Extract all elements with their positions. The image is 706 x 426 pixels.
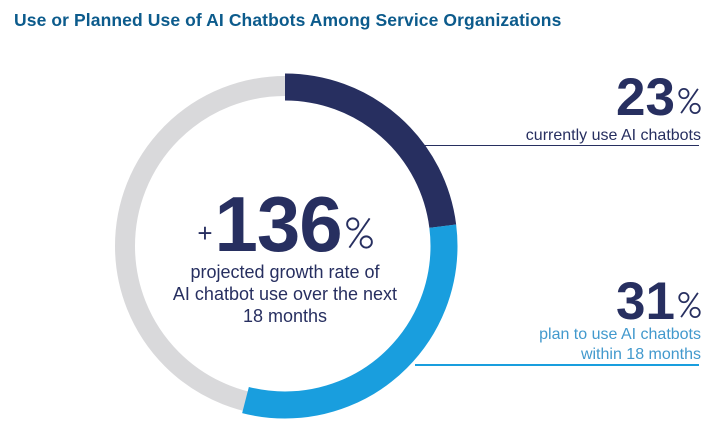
center-desc-line-1: projected growth rate of	[190, 262, 380, 282]
callout-current: 23 currently use AI chatbots	[525, 68, 701, 146]
percent-icon	[345, 217, 373, 249]
center-desc-line-2: AI chatbot use over the next	[172, 284, 398, 304]
callout-planned-label-line-2: within 18 months	[580, 346, 701, 363]
center-desc-line-3: 18 months	[242, 306, 328, 326]
callout-planned-label-line-1: plan to use AI chatbots	[539, 326, 701, 343]
callout-current-number: 23	[526, 68, 701, 127]
chart-title: Use or Planned Use of AI Chatbots Among …	[14, 10, 562, 30]
callout-planned: 31 plan to use AI chatbots within 18 mon…	[539, 272, 701, 365]
plus-sign: +	[197, 218, 213, 248]
callout-current-label: currently use AI chatbots	[525, 127, 701, 144]
percent-icon	[678, 291, 701, 319]
percent-icon	[678, 87, 701, 115]
callout-current-value: 23	[616, 68, 675, 127]
center-stat-number: + 136	[145, 180, 425, 268]
donut-chart	[112, 73, 458, 419]
donut-segment-planned	[112, 73, 458, 419]
callout-connector-planned	[415, 364, 699, 366]
center-stat: + 136 projected growth rate of AI chatbo…	[145, 180, 425, 327]
callout-planned-number: 31	[539, 272, 701, 331]
callout-planned-value: 31	[616, 272, 675, 331]
callout-connector-current	[398, 145, 699, 147]
center-stat-value: 136	[214, 180, 343, 268]
center-stat-description: projected growth rate of AI chatbot use …	[145, 261, 425, 327]
donut-segment-current	[112, 73, 458, 419]
callout-planned-label: plan to use AI chatbots within 18 months	[539, 325, 701, 365]
